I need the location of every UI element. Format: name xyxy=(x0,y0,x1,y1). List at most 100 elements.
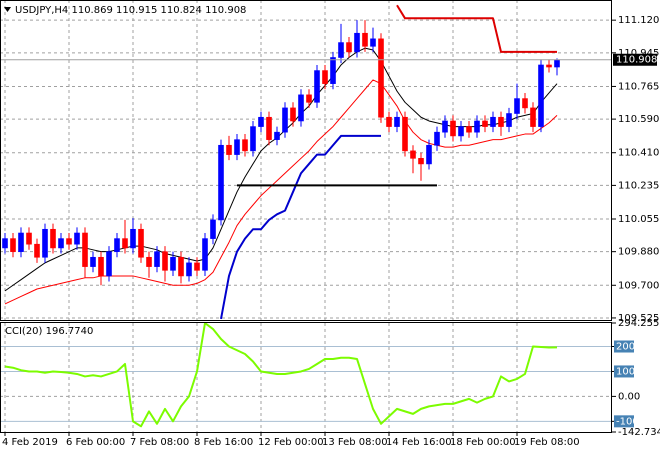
price-panel xyxy=(0,4,612,320)
candle-body xyxy=(74,232,80,245)
candle-body xyxy=(26,232,32,245)
candle-body xyxy=(50,228,56,249)
y-tick-label: 200 xyxy=(616,342,635,353)
cci-title: CCI(20) 196.7740 xyxy=(5,326,93,337)
candle-body xyxy=(498,116,504,127)
candle-body xyxy=(290,107,296,122)
y-tick-label: 110.945 xyxy=(618,48,659,59)
x-tick-label: 19 Feb 08:00 xyxy=(514,437,580,448)
cci-frame xyxy=(0,322,612,433)
candle-body xyxy=(18,232,24,252)
candle-body xyxy=(458,126,464,137)
y-tick-label: 294.2557 xyxy=(618,318,660,329)
candle-body xyxy=(58,238,64,249)
candle-body xyxy=(66,238,72,245)
indicator-line xyxy=(4,79,558,305)
collapse-icon xyxy=(4,7,11,12)
candle-body xyxy=(426,144,432,165)
y-tick-label: 109.880 xyxy=(618,247,659,258)
candle-body xyxy=(186,262,192,277)
candle-body xyxy=(370,38,376,47)
candle-body xyxy=(410,150,416,159)
candle-body xyxy=(514,98,520,114)
candle-body xyxy=(466,126,472,133)
candle-body xyxy=(306,94,312,103)
candle-body xyxy=(330,57,336,84)
candle-body xyxy=(242,139,248,152)
y-tick-label: 110.235 xyxy=(618,180,659,191)
y-tick-label: -100 xyxy=(616,416,639,427)
candle-body xyxy=(530,107,536,127)
y-tick-label: 110.410 xyxy=(618,148,659,159)
candle-body xyxy=(338,42,344,58)
candle-body xyxy=(34,243,40,258)
candle-body xyxy=(10,238,16,252)
candle-body xyxy=(298,94,304,122)
indicator-line xyxy=(220,134,381,320)
cci-panel xyxy=(4,323,558,428)
x-tick-label: 13 Feb 08:00 xyxy=(322,437,388,448)
candle-body xyxy=(146,256,152,267)
price-frame xyxy=(0,0,612,321)
candle-body xyxy=(402,116,408,152)
level-label-box xyxy=(614,415,634,428)
candle-body xyxy=(314,70,320,103)
indicator-line xyxy=(4,323,558,428)
x-tick-label: 4 Feb 2019 xyxy=(2,437,58,448)
candle-body xyxy=(82,232,88,267)
candle-body xyxy=(490,116,496,127)
candle-body xyxy=(274,131,280,140)
x-tick-label: 6 Feb 00:00 xyxy=(66,437,125,448)
candle-body xyxy=(506,113,512,127)
candle-body xyxy=(322,70,328,84)
candle-body xyxy=(522,98,528,109)
indicator-line xyxy=(396,4,557,53)
candle-body xyxy=(194,262,200,271)
last-price-label: 110.908 xyxy=(616,55,657,66)
candle-body xyxy=(138,228,144,258)
candle-body xyxy=(250,126,256,152)
candle-body xyxy=(90,256,96,267)
candle-body xyxy=(538,64,544,127)
last-price-box xyxy=(613,53,657,66)
candle-body xyxy=(482,120,488,127)
y-tick-label: 110.765 xyxy=(618,81,659,92)
candle-body xyxy=(202,238,208,271)
candle-body xyxy=(130,228,136,249)
candle-body xyxy=(210,219,216,239)
candle-body xyxy=(394,116,400,127)
candle-body xyxy=(178,256,184,277)
y-tick-label: 0.00 xyxy=(618,391,640,402)
candle-body xyxy=(170,256,176,271)
candle-body xyxy=(226,144,232,155)
y-tick-label: 100 xyxy=(616,366,635,377)
candle-body xyxy=(218,144,224,221)
chart-title: USDJPY,H4 110.869 110.915 110.824 110.90… xyxy=(15,5,246,16)
candle-body xyxy=(234,139,240,155)
y-tick-label: 110.055 xyxy=(618,214,659,225)
candle-body xyxy=(354,32,360,53)
candle-body xyxy=(442,120,448,133)
y-tick-label: 110.590 xyxy=(618,114,659,125)
axes: 4 Feb 2019 6 Feb 00:00 7 Feb 08:00 8 Feb 16… xyxy=(2,15,660,448)
candle-body xyxy=(346,42,352,53)
x-tick-label: 18 Feb 00:00 xyxy=(450,437,516,448)
candle-body xyxy=(162,251,168,271)
x-tick-label: 7 Feb 08:00 xyxy=(130,437,189,448)
candle-body xyxy=(2,238,8,249)
candle-body xyxy=(122,238,128,249)
candle-body xyxy=(42,228,48,258)
candle-body xyxy=(434,131,440,146)
x-tick-label: 12 Feb 00:00 xyxy=(258,437,324,448)
candle-body xyxy=(98,256,104,277)
y-tick-label: -142.7343 xyxy=(618,427,660,438)
candle-body xyxy=(386,116,392,127)
candle-body xyxy=(106,251,112,277)
candle-body xyxy=(546,64,552,68)
x-tick-label: 8 Feb 16:00 xyxy=(194,437,253,448)
candle-body xyxy=(474,120,480,133)
y-tick-label: 109.700 xyxy=(618,280,659,291)
y-tick-label: 111.120 xyxy=(618,15,659,26)
candle-body xyxy=(378,38,384,118)
